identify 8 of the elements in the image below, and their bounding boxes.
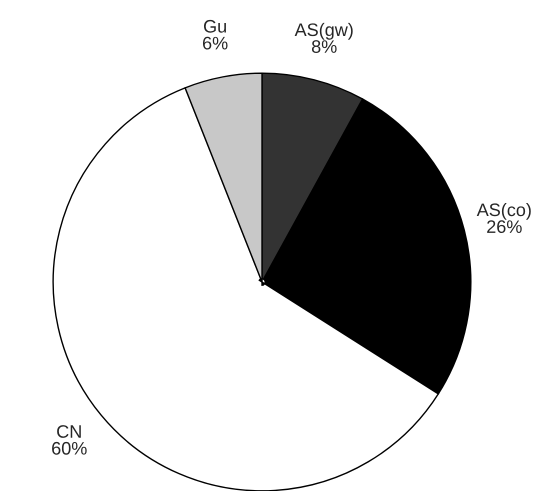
slice-label: Gu — [204, 20, 226, 33]
data-label: 6% — [202, 36, 228, 50]
slice-label: CN — [57, 425, 81, 438]
data-label: 60% — [52, 442, 87, 455]
data-label: 26% — [487, 220, 522, 234]
slice-label: AS(gw) — [294, 22, 353, 40]
slice-label: AS(co) — [476, 202, 531, 220]
data-label: 8% — [312, 40, 337, 53]
